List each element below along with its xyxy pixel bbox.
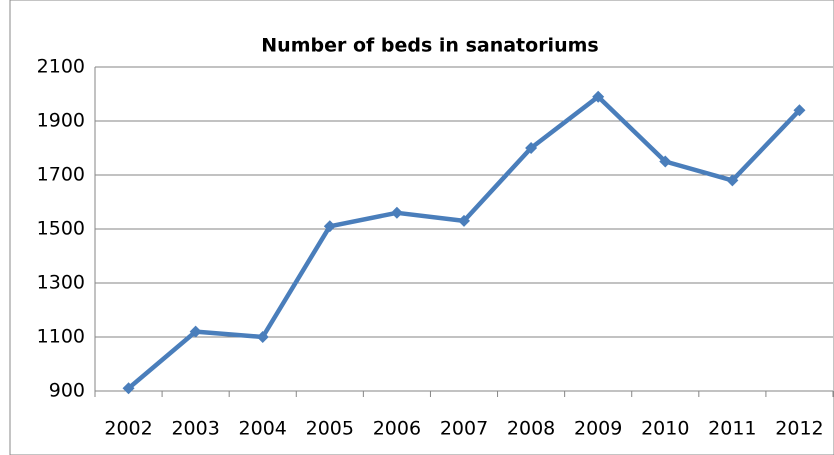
data-point bbox=[323, 220, 336, 233]
data-point bbox=[659, 155, 672, 168]
x-tick-label: 2007 bbox=[440, 418, 488, 440]
data-point bbox=[525, 142, 538, 154]
y-tick-label: 1100 bbox=[37, 326, 85, 348]
x-tick-label: 2006 bbox=[373, 418, 421, 440]
data-point bbox=[458, 214, 470, 227]
x-tick-label: 2010 bbox=[641, 418, 689, 440]
data-point bbox=[592, 90, 605, 103]
x-tick-label: 2012 bbox=[775, 418, 823, 440]
y-tick-label: 900 bbox=[49, 380, 85, 402]
y-tick-label: 1700 bbox=[37, 164, 85, 186]
x-tick-label: 2011 bbox=[708, 418, 756, 440]
y-tick-label: 2100 bbox=[37, 56, 85, 78]
data-point bbox=[189, 325, 202, 338]
y-tick-label: 1900 bbox=[37, 110, 85, 132]
x-tick-label: 2004 bbox=[239, 418, 287, 440]
x-tick-label: 2008 bbox=[507, 418, 555, 440]
chart-frame bbox=[9, 0, 834, 455]
x-tick-label: 2009 bbox=[574, 418, 622, 440]
y-tick-label: 1500 bbox=[37, 218, 85, 240]
data-point bbox=[256, 331, 269, 343]
y-tick-label: 1300 bbox=[37, 272, 85, 294]
x-tick-label: 2002 bbox=[104, 418, 152, 440]
x-tick-label: 2003 bbox=[171, 418, 219, 440]
data-point bbox=[122, 382, 135, 395]
chart-title: Number of beds in sanatoriums bbox=[261, 35, 598, 57]
data-point bbox=[793, 104, 806, 117]
data-point bbox=[390, 206, 403, 219]
x-tick-label: 2005 bbox=[306, 418, 354, 440]
data-point bbox=[726, 174, 739, 187]
